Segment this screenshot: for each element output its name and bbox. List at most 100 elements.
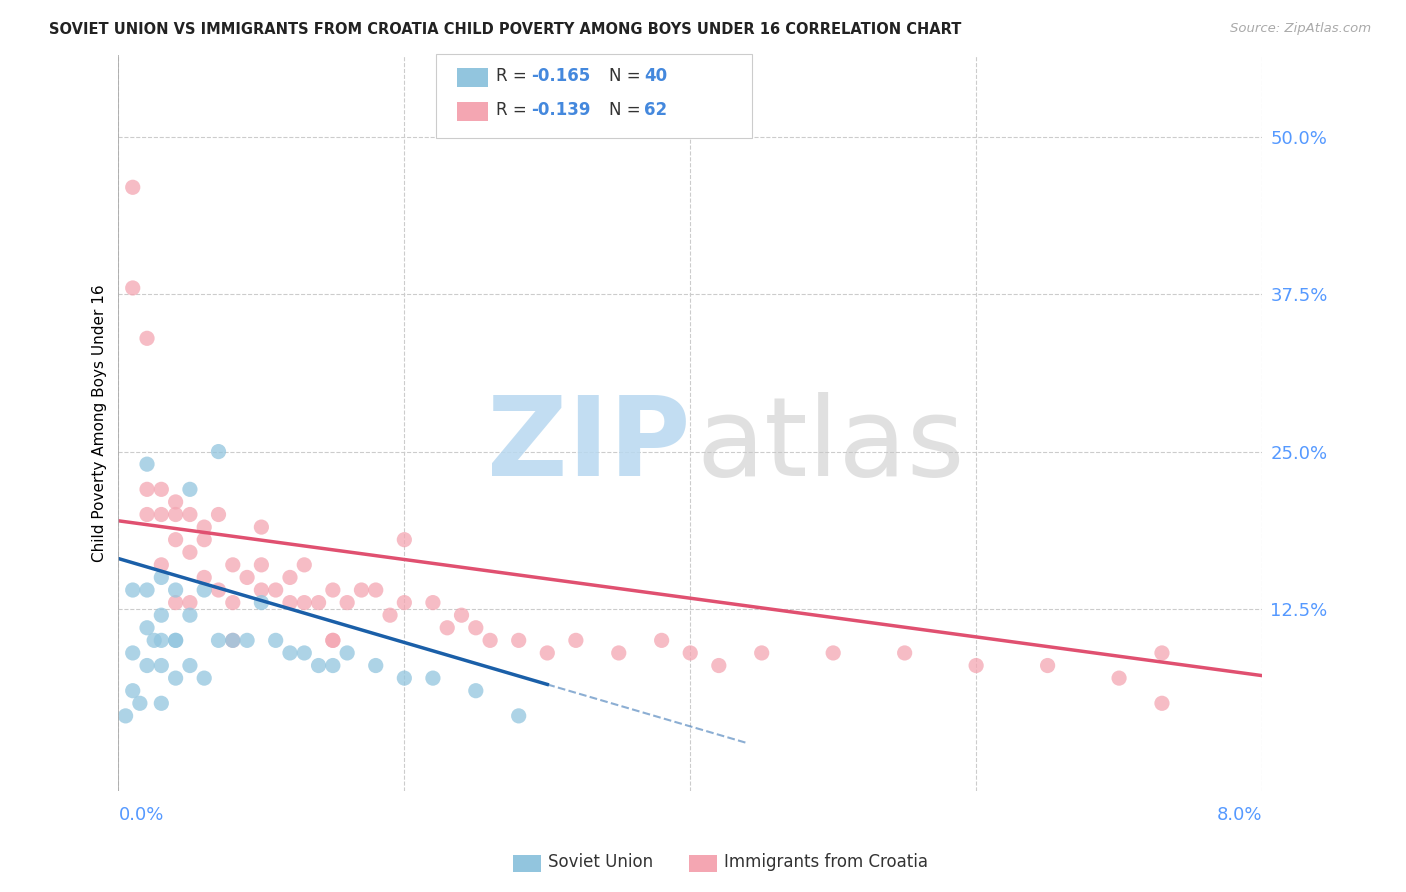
- Point: [508, 633, 530, 648]
- Point: [136, 331, 159, 345]
- Text: N =: N =: [609, 101, 645, 119]
- Point: [278, 570, 301, 584]
- Point: [150, 608, 173, 623]
- Point: [165, 633, 187, 648]
- Point: [322, 633, 344, 648]
- Point: [150, 483, 173, 497]
- Point: [150, 696, 173, 710]
- Point: [1108, 671, 1130, 685]
- Point: [1150, 696, 1173, 710]
- Point: [364, 658, 387, 673]
- Text: 40: 40: [644, 67, 666, 85]
- Point: [336, 596, 359, 610]
- Text: Soviet Union: Soviet Union: [548, 853, 654, 871]
- Point: [193, 582, 215, 597]
- Point: [264, 633, 287, 648]
- Point: [207, 582, 229, 597]
- Point: [751, 646, 773, 660]
- Point: [394, 671, 416, 685]
- Point: [250, 520, 273, 534]
- Point: [165, 596, 187, 610]
- Point: [1036, 658, 1059, 673]
- Point: [121, 582, 143, 597]
- Point: [121, 683, 143, 698]
- Point: [364, 582, 387, 597]
- Point: [250, 558, 273, 572]
- Point: [207, 633, 229, 648]
- Point: [179, 596, 201, 610]
- Point: [179, 608, 201, 623]
- Point: [278, 596, 301, 610]
- Text: Source: ZipAtlas.com: Source: ZipAtlas.com: [1230, 22, 1371, 36]
- Point: [179, 658, 201, 673]
- Point: [394, 533, 416, 547]
- Point: [336, 646, 359, 660]
- Point: [136, 582, 159, 597]
- Point: [136, 457, 159, 471]
- Point: [607, 646, 630, 660]
- Point: [422, 596, 444, 610]
- Point: [236, 633, 259, 648]
- Point: [165, 508, 187, 522]
- Point: [179, 508, 201, 522]
- Point: [350, 582, 373, 597]
- Text: R =: R =: [496, 67, 533, 85]
- Point: [707, 658, 730, 673]
- Point: [292, 558, 315, 572]
- Point: [165, 633, 187, 648]
- Point: [222, 633, 245, 648]
- Point: [143, 633, 166, 648]
- Point: [436, 621, 458, 635]
- Point: [193, 520, 215, 534]
- Point: [193, 570, 215, 584]
- Point: [136, 658, 159, 673]
- Point: [308, 658, 330, 673]
- Text: -0.165: -0.165: [531, 67, 591, 85]
- Point: [422, 671, 444, 685]
- Point: [464, 621, 486, 635]
- Point: [150, 570, 173, 584]
- Text: Immigrants from Croatia: Immigrants from Croatia: [724, 853, 928, 871]
- Point: [207, 508, 229, 522]
- Point: [193, 533, 215, 547]
- Text: R =: R =: [496, 101, 533, 119]
- Point: [150, 508, 173, 522]
- Point: [292, 596, 315, 610]
- Point: [651, 633, 673, 648]
- Point: [121, 281, 143, 295]
- Text: 8.0%: 8.0%: [1216, 806, 1263, 824]
- Point: [965, 658, 987, 673]
- Point: [179, 483, 201, 497]
- Point: [250, 582, 273, 597]
- Point: [322, 582, 344, 597]
- Point: [222, 633, 245, 648]
- Text: 0.0%: 0.0%: [118, 806, 165, 824]
- Point: [378, 608, 401, 623]
- Point: [165, 495, 187, 509]
- Point: [165, 671, 187, 685]
- Y-axis label: Child Poverty Among Boys Under 16: Child Poverty Among Boys Under 16: [93, 285, 107, 562]
- Point: [679, 646, 702, 660]
- Point: [136, 483, 159, 497]
- Point: [536, 646, 558, 660]
- Point: [136, 621, 159, 635]
- Point: [893, 646, 915, 660]
- Point: [236, 570, 259, 584]
- Point: [114, 709, 136, 723]
- Point: [450, 608, 472, 623]
- Text: ZIP: ZIP: [486, 392, 690, 499]
- Point: [292, 646, 315, 660]
- Point: [565, 633, 588, 648]
- Point: [165, 533, 187, 547]
- Point: [322, 658, 344, 673]
- Point: [479, 633, 502, 648]
- Point: [193, 671, 215, 685]
- Point: [165, 582, 187, 597]
- Text: 62: 62: [644, 101, 666, 119]
- Point: [222, 596, 245, 610]
- Text: SOVIET UNION VS IMMIGRANTS FROM CROATIA CHILD POVERTY AMONG BOYS UNDER 16 CORREL: SOVIET UNION VS IMMIGRANTS FROM CROATIA …: [49, 22, 962, 37]
- Point: [150, 633, 173, 648]
- Point: [121, 180, 143, 194]
- Text: atlas: atlas: [696, 392, 965, 499]
- Point: [1150, 646, 1173, 660]
